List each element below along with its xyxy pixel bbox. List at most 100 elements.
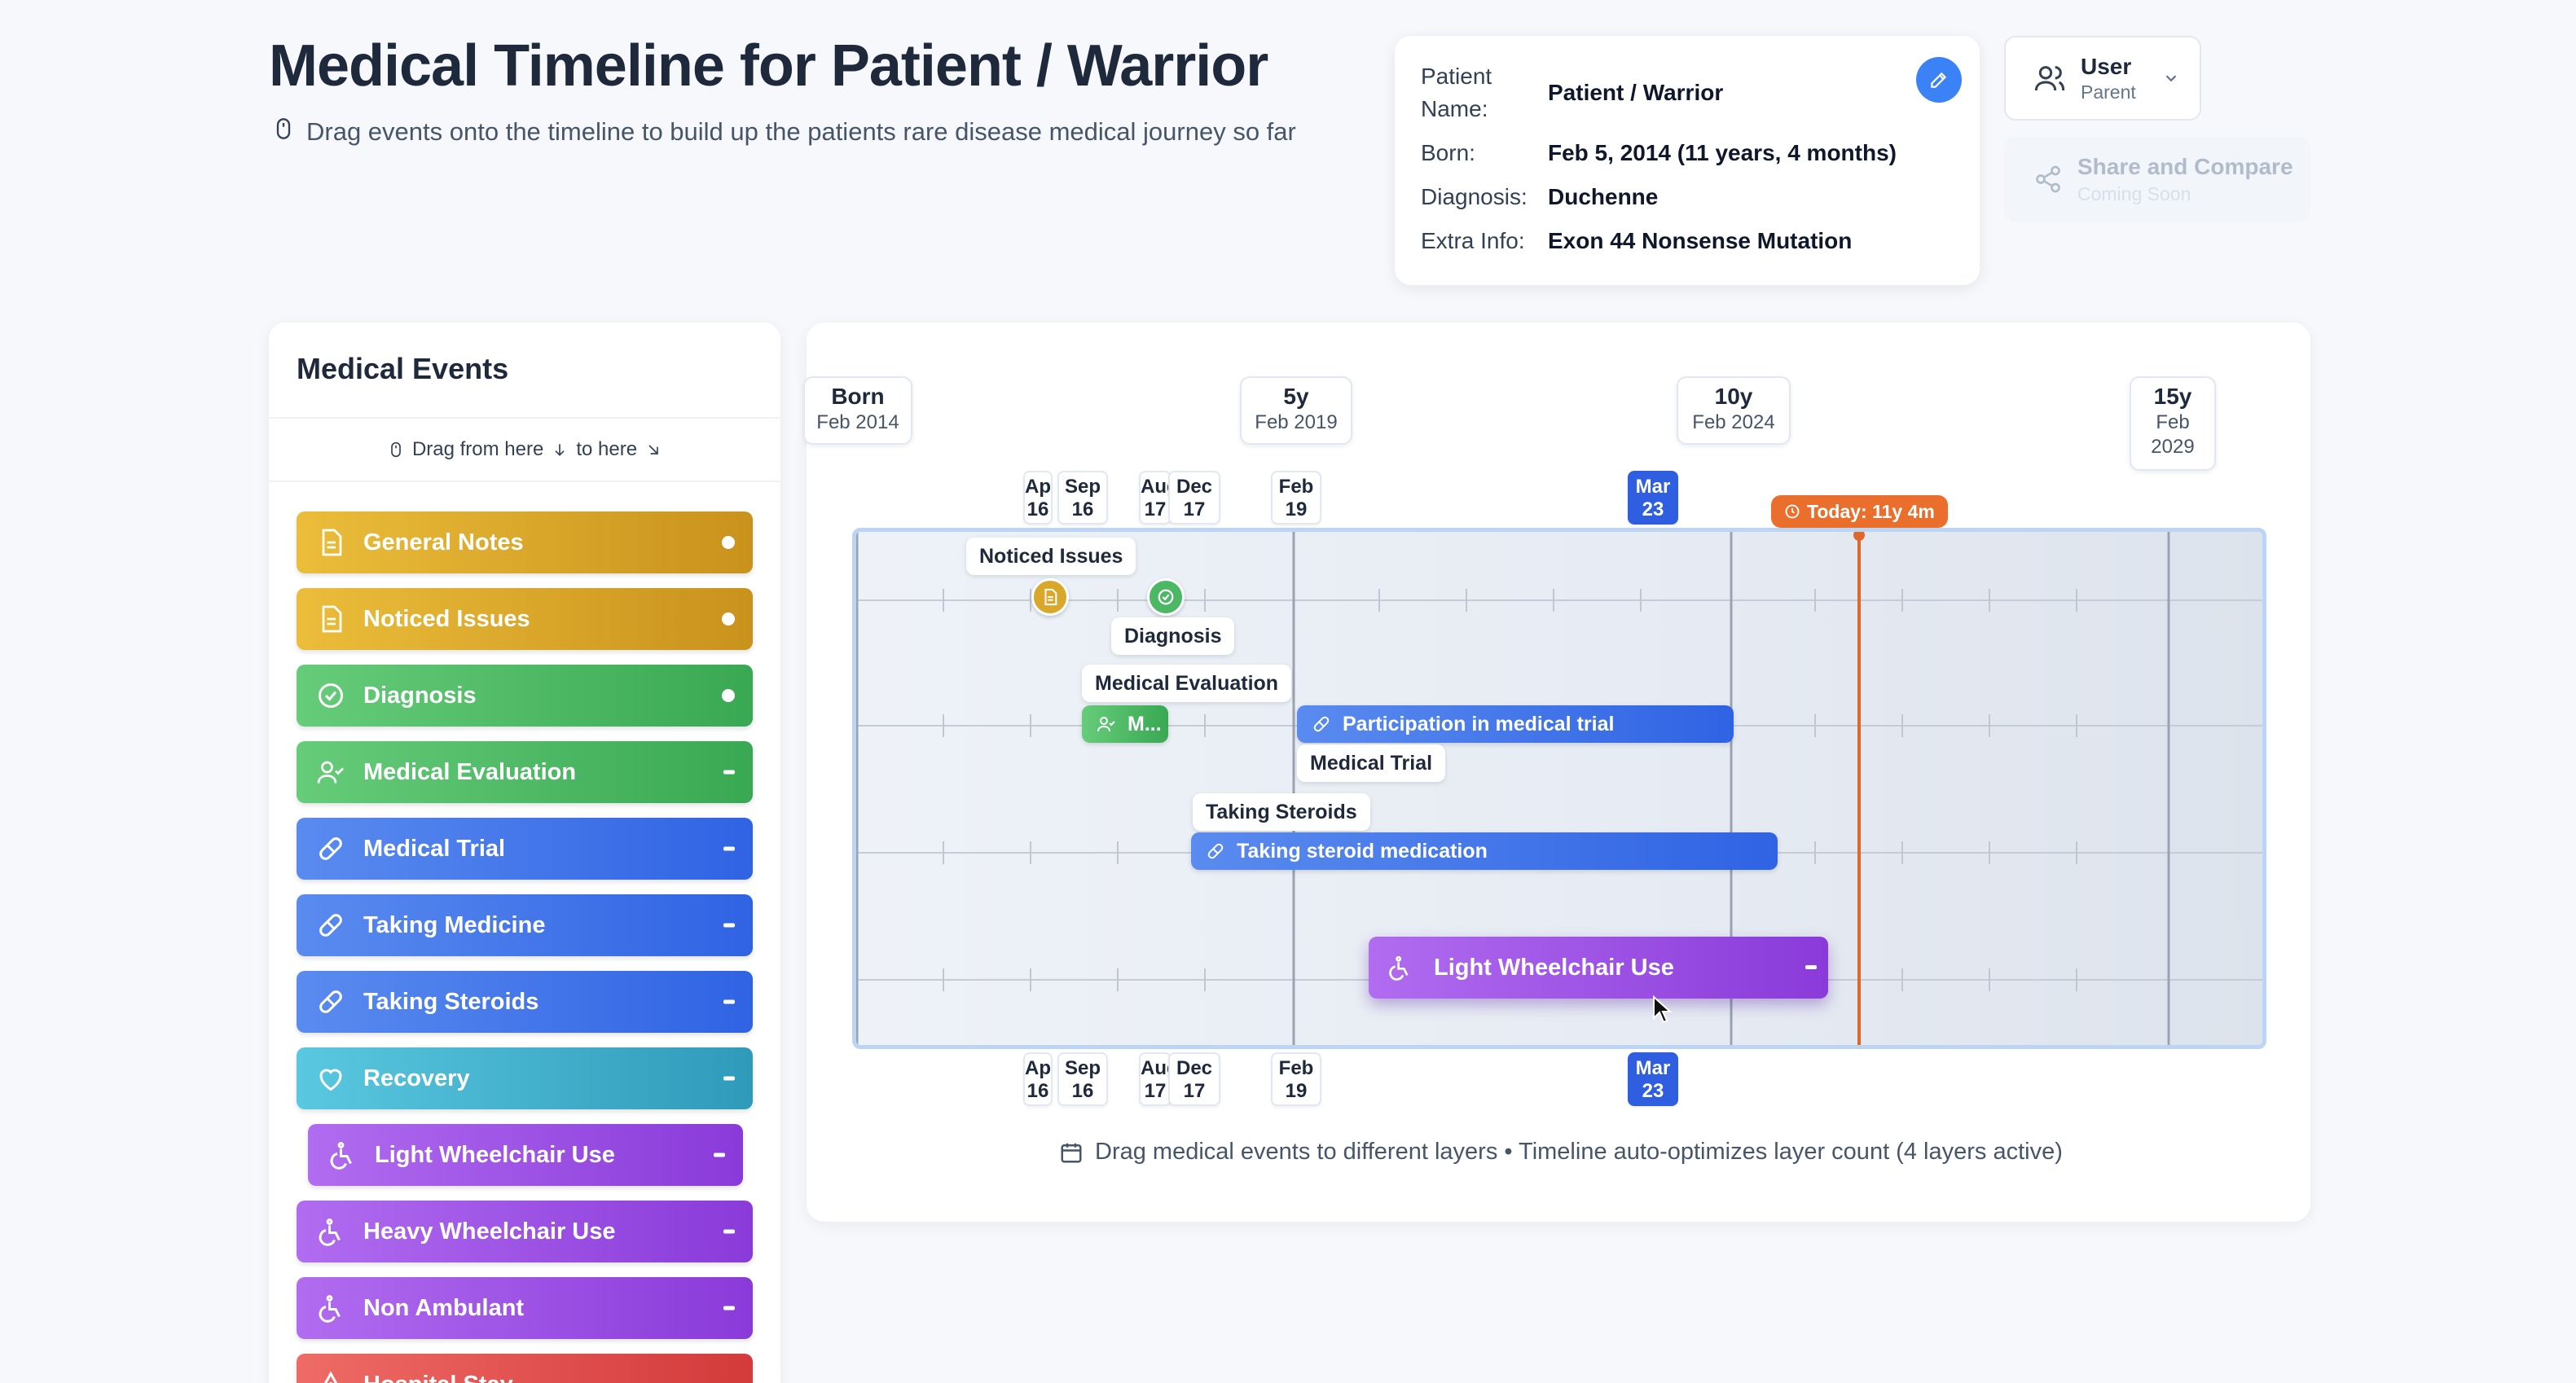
date-chip-sep16-bottom: Sep 16 [1057,1052,1108,1106]
chip-month: Aug [1141,1057,1170,1079]
today-marker-label: Today: 11y 4m [1771,495,1948,528]
event-bar-medical-trial[interactable]: Participation in medical trial [1297,705,1734,743]
chip-month: Mar [1635,476,1671,498]
milestone-title: 10y [1714,384,1753,409]
date-chip-sep16-top: Sep 16 [1057,471,1108,525]
timeline-footer-note: Drag medical events to different layers … [1059,1139,2063,1166]
event-bar-label: Taking steroid medication [1237,839,1488,863]
date-chip-mar23-bottom: Mar 23 [1628,1052,1678,1106]
event-type-taking-medicine[interactable]: Taking Medicine [297,894,753,956]
event-label-medical-trial: Medical Trial [1297,744,1446,782]
chip-day: 17 [1183,498,1206,520]
chip-day: 16 [1071,1080,1094,1102]
milestone-date: Feb 2019 [1255,411,1338,433]
wheelchair-icon [319,1295,341,1323]
event-type-label: Hospital Stay [363,1372,513,1383]
date-chip-dec17-bottom: Dec 17 [1168,1052,1220,1106]
share-compare-button[interactable]: Share and Compare Coming Soon [2004,137,2310,222]
chip-day: 17 [1144,498,1167,520]
subtitle-text: Drag events onto the timeline to build u… [306,117,1296,146]
chip-month: Dec [1176,1057,1213,1079]
event-type-medical-trial[interactable]: Medical Trial [297,818,753,880]
chip-month: Feb [1278,1057,1314,1079]
diagnosis-label: Diagnosis: [1421,184,1528,209]
range-event-marker [723,1306,735,1311]
patient-diagnosis-row: Diagnosis: Duchenne [1421,181,1658,213]
user-role: Parent [2081,81,2136,103]
events-panel-title: Medical Events [297,352,509,385]
extra-info-value: Exon 44 Nonsense Mutation [1548,228,1853,253]
arrow-down-right-icon [648,445,658,454]
event-type-general-notes[interactable]: General Notes [297,511,753,573]
user-menu-button[interactable]: User Parent [2004,36,2201,121]
patient-info-card: Patient Name: Patient / Warrior Born: Fe… [1395,36,1980,285]
note-icon [322,605,342,633]
patient-born-row: Born: Feb 5, 2014 (11 years, 4 months) [1421,137,1897,169]
clock-icon [1785,504,1800,519]
date-chip-apr16-bottom: Apr16 [1023,1052,1053,1106]
pill-icon [1207,843,1224,859]
event-label-diagnosis: Diagnosis [1111,617,1235,655]
mouse-icon [272,117,295,147]
patient-name-label-line1: Patient [1421,64,1492,89]
range-event-marker [723,923,735,928]
share-title: Share and Compare [2077,153,2293,179]
range-event-marker [1805,965,1817,969]
range-event-marker [723,770,735,775]
event-point-diagnosis[interactable] [1147,578,1185,616]
date-chip-aug17-top: Aug17 [1139,471,1172,525]
milestone-date-year: 2029 [2151,436,2195,458]
check-circle-icon [1158,589,1174,605]
event-type-label: Medical Evaluation [363,758,577,785]
range-event-marker [723,1076,735,1081]
patient-extra-row: Extra Info: Exon 44 Nonsense Mutation [1421,225,1852,257]
milestone-date: Feb 2024 [1692,411,1775,433]
event-type-diagnosis[interactable]: Diagnosis [297,665,753,727]
milestone-title: 15y [2153,384,2192,409]
event-point-noticed-issues[interactable] [1031,578,1069,616]
milestone-date: Feb 2014 [816,411,899,433]
milestone-born: Born Feb 2014 [803,376,912,445]
date-chip-feb19-bottom: Feb 19 [1271,1052,1321,1106]
page-title: Medical Timeline for Patient / Warrior [269,33,1268,99]
event-type-medical-evaluation[interactable]: Medical Evaluation [297,741,753,803]
patient-name-label-line2: Name: [1421,96,1488,121]
event-type-light-wheelchair-use[interactable]: Light Wheelchair Use [308,1124,743,1186]
milestone-10y: 10y Feb 2024 [1677,376,1791,445]
chevron-down-icon [2165,75,2177,82]
born-label: Born: [1421,140,1475,165]
event-type-noticed-issues[interactable]: Noticed Issues [297,588,753,650]
pill-icon [319,837,342,860]
chip-day: 23 [1642,498,1664,520]
chip-day: 19 [1285,498,1308,520]
event-label-noticed-issues: Noticed Issues [966,538,1136,575]
point-event-marker [722,689,735,702]
wheelchair-icon [319,1218,341,1246]
alert-icon [323,1371,338,1383]
event-type-non-ambulant[interactable]: Non Ambulant [297,1277,753,1339]
born-value: Feb 5, 2014 (11 years, 4 months) [1548,140,1897,165]
event-type-hospital-stay[interactable]: Hospital Stay [297,1354,753,1383]
chip-month: Mar [1635,1057,1671,1079]
event-bar-light-wheelchair-use[interactable]: Light Wheelchair Use [1369,937,1828,999]
date-chip-mar23-top: Mar 23 [1628,471,1678,525]
event-bar-medical-evaluation[interactable]: M... [1082,705,1168,743]
event-type-recovery[interactable]: Recovery [297,1047,753,1109]
edit-patient-button[interactable] [1916,57,1962,103]
milestone-title: Born [831,384,885,409]
chip-month: Aug [1141,476,1170,498]
event-type-label: Heavy Wheelchair Use [363,1218,616,1245]
today-label-text: Today: 11y 4m [1807,500,1935,522]
point-event-marker [722,612,735,626]
date-chip-aug17-bottom: Aug17 [1139,1052,1172,1106]
event-bar-taking-steroids[interactable]: Taking steroid medication [1191,832,1778,870]
patient-name-value: Patient / Warrior [1548,80,1724,105]
wheelchair-icon [1389,955,1409,981]
drag-hint-from: Drag from here [411,438,544,460]
date-chip-feb19-top: Feb 19 [1271,471,1321,525]
chip-day: 19 [1285,1080,1308,1102]
event-type-heavy-wheelchair-use[interactable]: Heavy Wheelchair Use [297,1201,753,1262]
drag-hint-to: to here [576,438,638,460]
user-check-icon [1097,717,1115,732]
event-type-taking-steroids[interactable]: Taking Steroids [297,971,753,1033]
